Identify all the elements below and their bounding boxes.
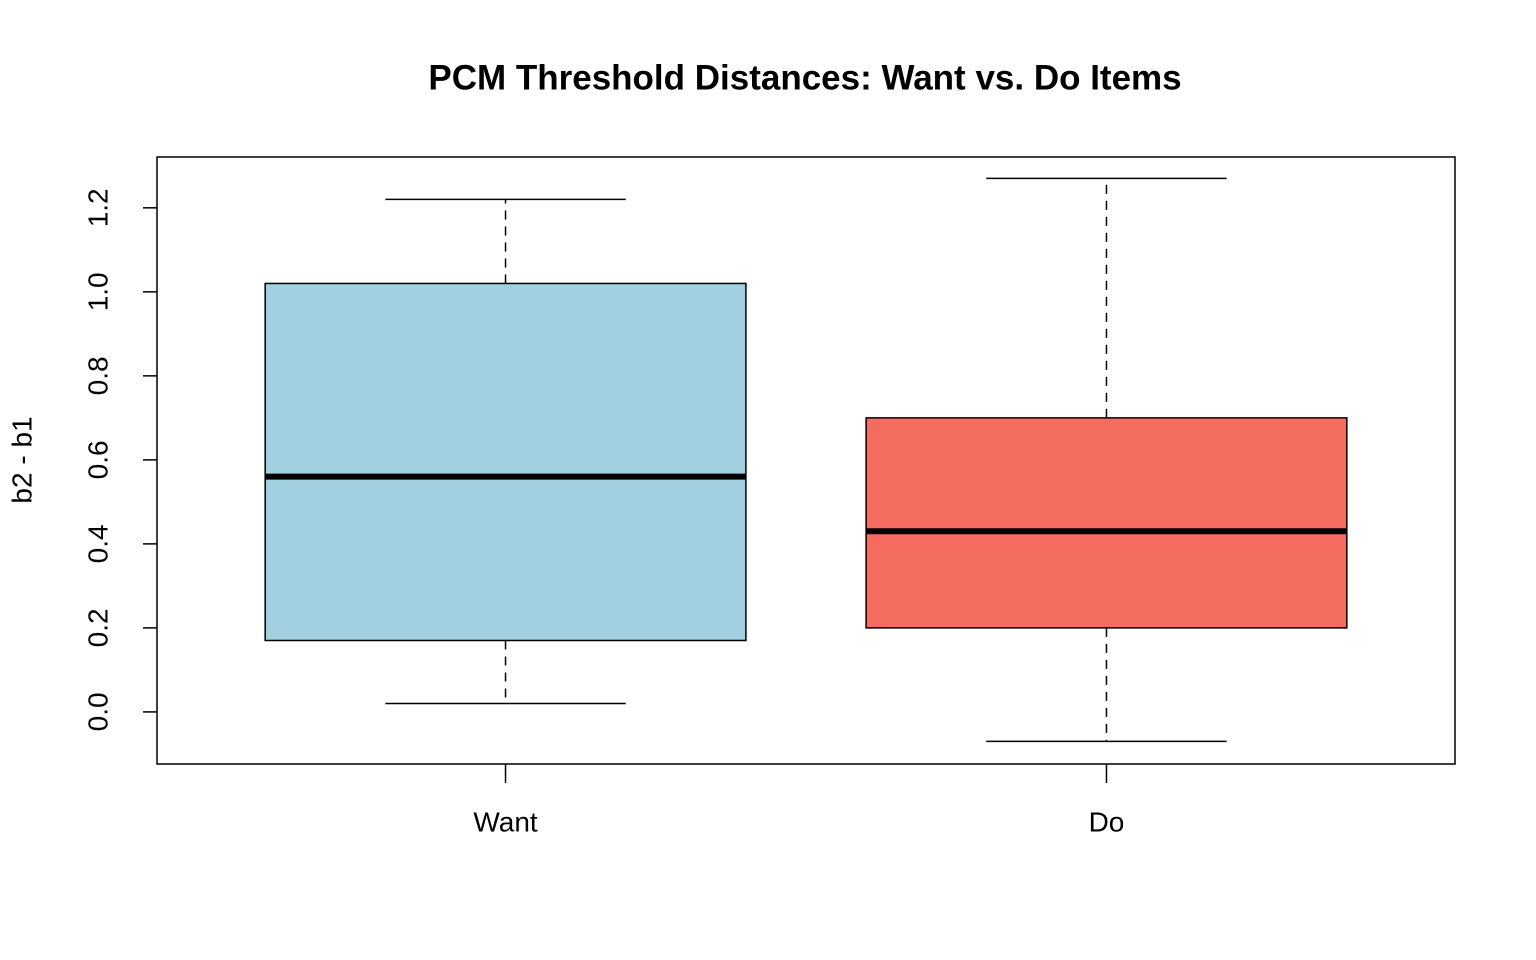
x-tick-label: Want bbox=[473, 806, 538, 837]
y-tick-label: 0.8 bbox=[82, 356, 113, 395]
box bbox=[865, 417, 1348, 629]
y-tick-label: 1.2 bbox=[82, 188, 113, 227]
y-tick-label: 0.0 bbox=[82, 692, 113, 731]
y-tick-label: 0.4 bbox=[82, 524, 113, 563]
x-tick-label: Do bbox=[1089, 806, 1125, 837]
chart-title: PCM Threshold Distances: Want vs. Do Ite… bbox=[428, 58, 1181, 97]
y-tick-label: 0.2 bbox=[82, 608, 113, 647]
y-tick-label: 1.0 bbox=[82, 272, 113, 311]
y-axis-label: b2 - b1 bbox=[6, 416, 37, 503]
y-tick-label: 0.6 bbox=[82, 440, 113, 479]
box bbox=[264, 282, 747, 642]
